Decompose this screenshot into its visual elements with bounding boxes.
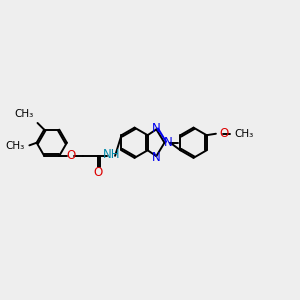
Text: CH₃: CH₃ — [6, 141, 25, 151]
Text: N: N — [152, 151, 161, 164]
Text: O: O — [66, 149, 76, 162]
Text: CH₃: CH₃ — [235, 129, 254, 139]
Text: N: N — [152, 122, 161, 135]
Text: O: O — [219, 127, 229, 140]
Text: N: N — [164, 136, 173, 149]
Text: CH₃: CH₃ — [15, 110, 34, 119]
Text: NH: NH — [103, 148, 121, 161]
Text: O: O — [93, 166, 102, 179]
